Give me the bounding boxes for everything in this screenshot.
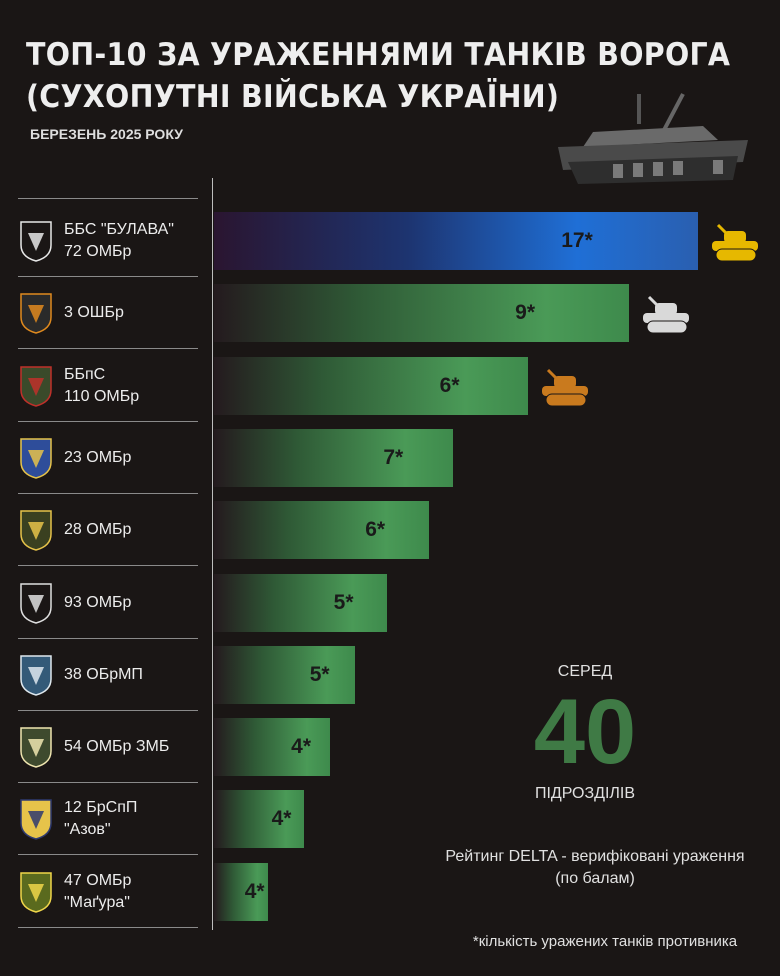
silver-tank-icon — [642, 296, 689, 334]
row-divider — [18, 565, 198, 567]
stripes-badge-icon — [20, 293, 52, 335]
chart-row: ББС "БУЛАВА" 72 ОМБр 17* — [0, 205, 780, 277]
row-divider — [18, 492, 198, 494]
row-divider — [18, 198, 198, 199]
unit-name: 54 ОМБр ЗМБ — [64, 738, 170, 756]
chart-row: ББпС 110 ОМБр 6* — [0, 350, 780, 422]
arrows-badge-icon — [20, 438, 52, 479]
horseman-badge-icon — [20, 365, 52, 407]
unit-label: 93 ОМБр — [64, 567, 131, 639]
unit-name: 28 ОМБр — [64, 521, 132, 539]
unit-brigade: "Азов" — [64, 821, 111, 839]
unit-name: 38 ОБрМП — [64, 665, 143, 683]
value-label: 7* — [383, 445, 404, 469]
chart-axis-line — [212, 178, 213, 930]
bar — [214, 212, 698, 270]
chart-row: 38 ОБрМП 5* — [0, 639, 780, 711]
row-divider — [18, 709, 198, 711]
unit-name: 3 ОШБр — [64, 304, 124, 322]
bar — [214, 356, 529, 415]
chart-row: 54 ОМБр ЗМБ 4* — [0, 711, 780, 784]
chart-row: 23 ОМБр 7* — [0, 422, 780, 494]
chart-row: 47 ОМБр "Маґура" 4* — [0, 856, 780, 928]
skull-badge-icon — [20, 221, 52, 262]
title-line-1: ТОП-10 ЗА УРАЖЕННЯМИ ТАНКІВ ВОРОГА — [26, 37, 731, 73]
rating-note-line-1: Рейтинг DELTA - верифіковані ураження — [445, 848, 745, 865]
bar — [214, 718, 331, 777]
unit-brigade: 72 ОМБр — [64, 243, 132, 260]
unit-name: 93 ОМБр — [64, 593, 132, 611]
wolf-badge-icon — [20, 582, 52, 624]
page-title: ТОП-10 ЗА УРАЖЕННЯМИ ТАНКІВ ВОРОГА (СУХО… — [26, 34, 730, 118]
value-label: 4* — [291, 735, 312, 759]
bar — [214, 428, 454, 487]
knight-badge-icon — [20, 871, 52, 913]
unit-label: 38 ОБрМП — [64, 639, 143, 711]
value-label: 6* — [439, 373, 460, 397]
unit-name: 47 ОМБр — [64, 871, 132, 889]
tank-photo-icon — [558, 93, 748, 184]
rating-note-line-2: (по балам) — [555, 870, 635, 887]
row-divider — [18, 420, 198, 422]
unit-name: ББС "БУЛАВА" — [64, 221, 174, 238]
chart-row: 28 ОМБр 6* — [0, 494, 780, 567]
unit-label: 54 ОМБр ЗМБ — [64, 711, 169, 783]
value-label: 5* — [333, 590, 354, 614]
marines-badge-icon — [20, 655, 52, 696]
value-label: 4* — [244, 879, 265, 903]
units-label: ПІДРОЗДІЛІВ — [534, 785, 636, 802]
unit-label: 3 ОШБр — [64, 277, 124, 349]
chart-row: 93 ОМБр 5* — [0, 567, 780, 639]
row-divider — [18, 348, 198, 350]
bar — [214, 862, 269, 921]
unit-name: 23 ОМБр — [64, 448, 132, 466]
bar — [214, 501, 429, 560]
bar — [214, 645, 355, 704]
unit-brigade: "Маґура" — [64, 893, 130, 911]
footnote: *кількість уражених танків противника — [472, 933, 738, 950]
unit-brigade: 110 ОМБр — [64, 387, 140, 405]
unit-label: 12 БрСпП "Азов" — [64, 783, 137, 855]
unit-label: 28 ОМБр — [64, 494, 131, 566]
value-label: 5* — [309, 662, 330, 686]
value-label: 9* — [515, 301, 536, 325]
unit-label: 23 ОМБр — [64, 422, 131, 494]
bar — [214, 573, 387, 632]
bronze-tank-icon — [542, 368, 589, 407]
chart-row: 3 ОШБр 9* — [0, 277, 780, 350]
gold-tank-icon — [712, 223, 758, 262]
cross-badge-icon — [20, 510, 52, 551]
unit-label: 47 ОМБр "Маґура" — [64, 856, 131, 928]
unit-label: ББС "БУЛАВА" 72 ОМБр — [64, 205, 174, 277]
unit-name: ББпС — [64, 365, 106, 383]
bar — [214, 790, 305, 849]
unit-label: ББпС 110 ОМБр — [64, 350, 139, 422]
azov-badge-icon — [20, 799, 52, 841]
row-divider — [18, 637, 198, 639]
value-label: 17* — [561, 229, 593, 252]
value-label: 6* — [365, 518, 386, 542]
anchor-badge-icon — [20, 727, 52, 768]
title-line-2: (СУХОПУТНІ ВІЙСЬКА УКРАЇНИ) — [26, 79, 560, 115]
bar — [214, 284, 629, 343]
rating-note: Рейтинг DELTA - верифіковані ураження (п… — [410, 846, 780, 890]
chart-row: 12 БрСпП "Азов" 4* — [0, 783, 780, 856]
row-divider — [18, 276, 198, 277]
units-count: 40 — [533, 681, 637, 783]
unit-name: 12 БрСпП — [64, 799, 138, 817]
among-label: СЕРЕД — [557, 663, 613, 680]
value-label: 4* — [271, 807, 292, 831]
subtitle: БЕРЕЗЕНЬ 2025 РОКУ — [30, 126, 183, 142]
row-divider — [18, 926, 198, 928]
row-divider — [18, 854, 198, 856]
row-divider — [18, 782, 198, 784]
